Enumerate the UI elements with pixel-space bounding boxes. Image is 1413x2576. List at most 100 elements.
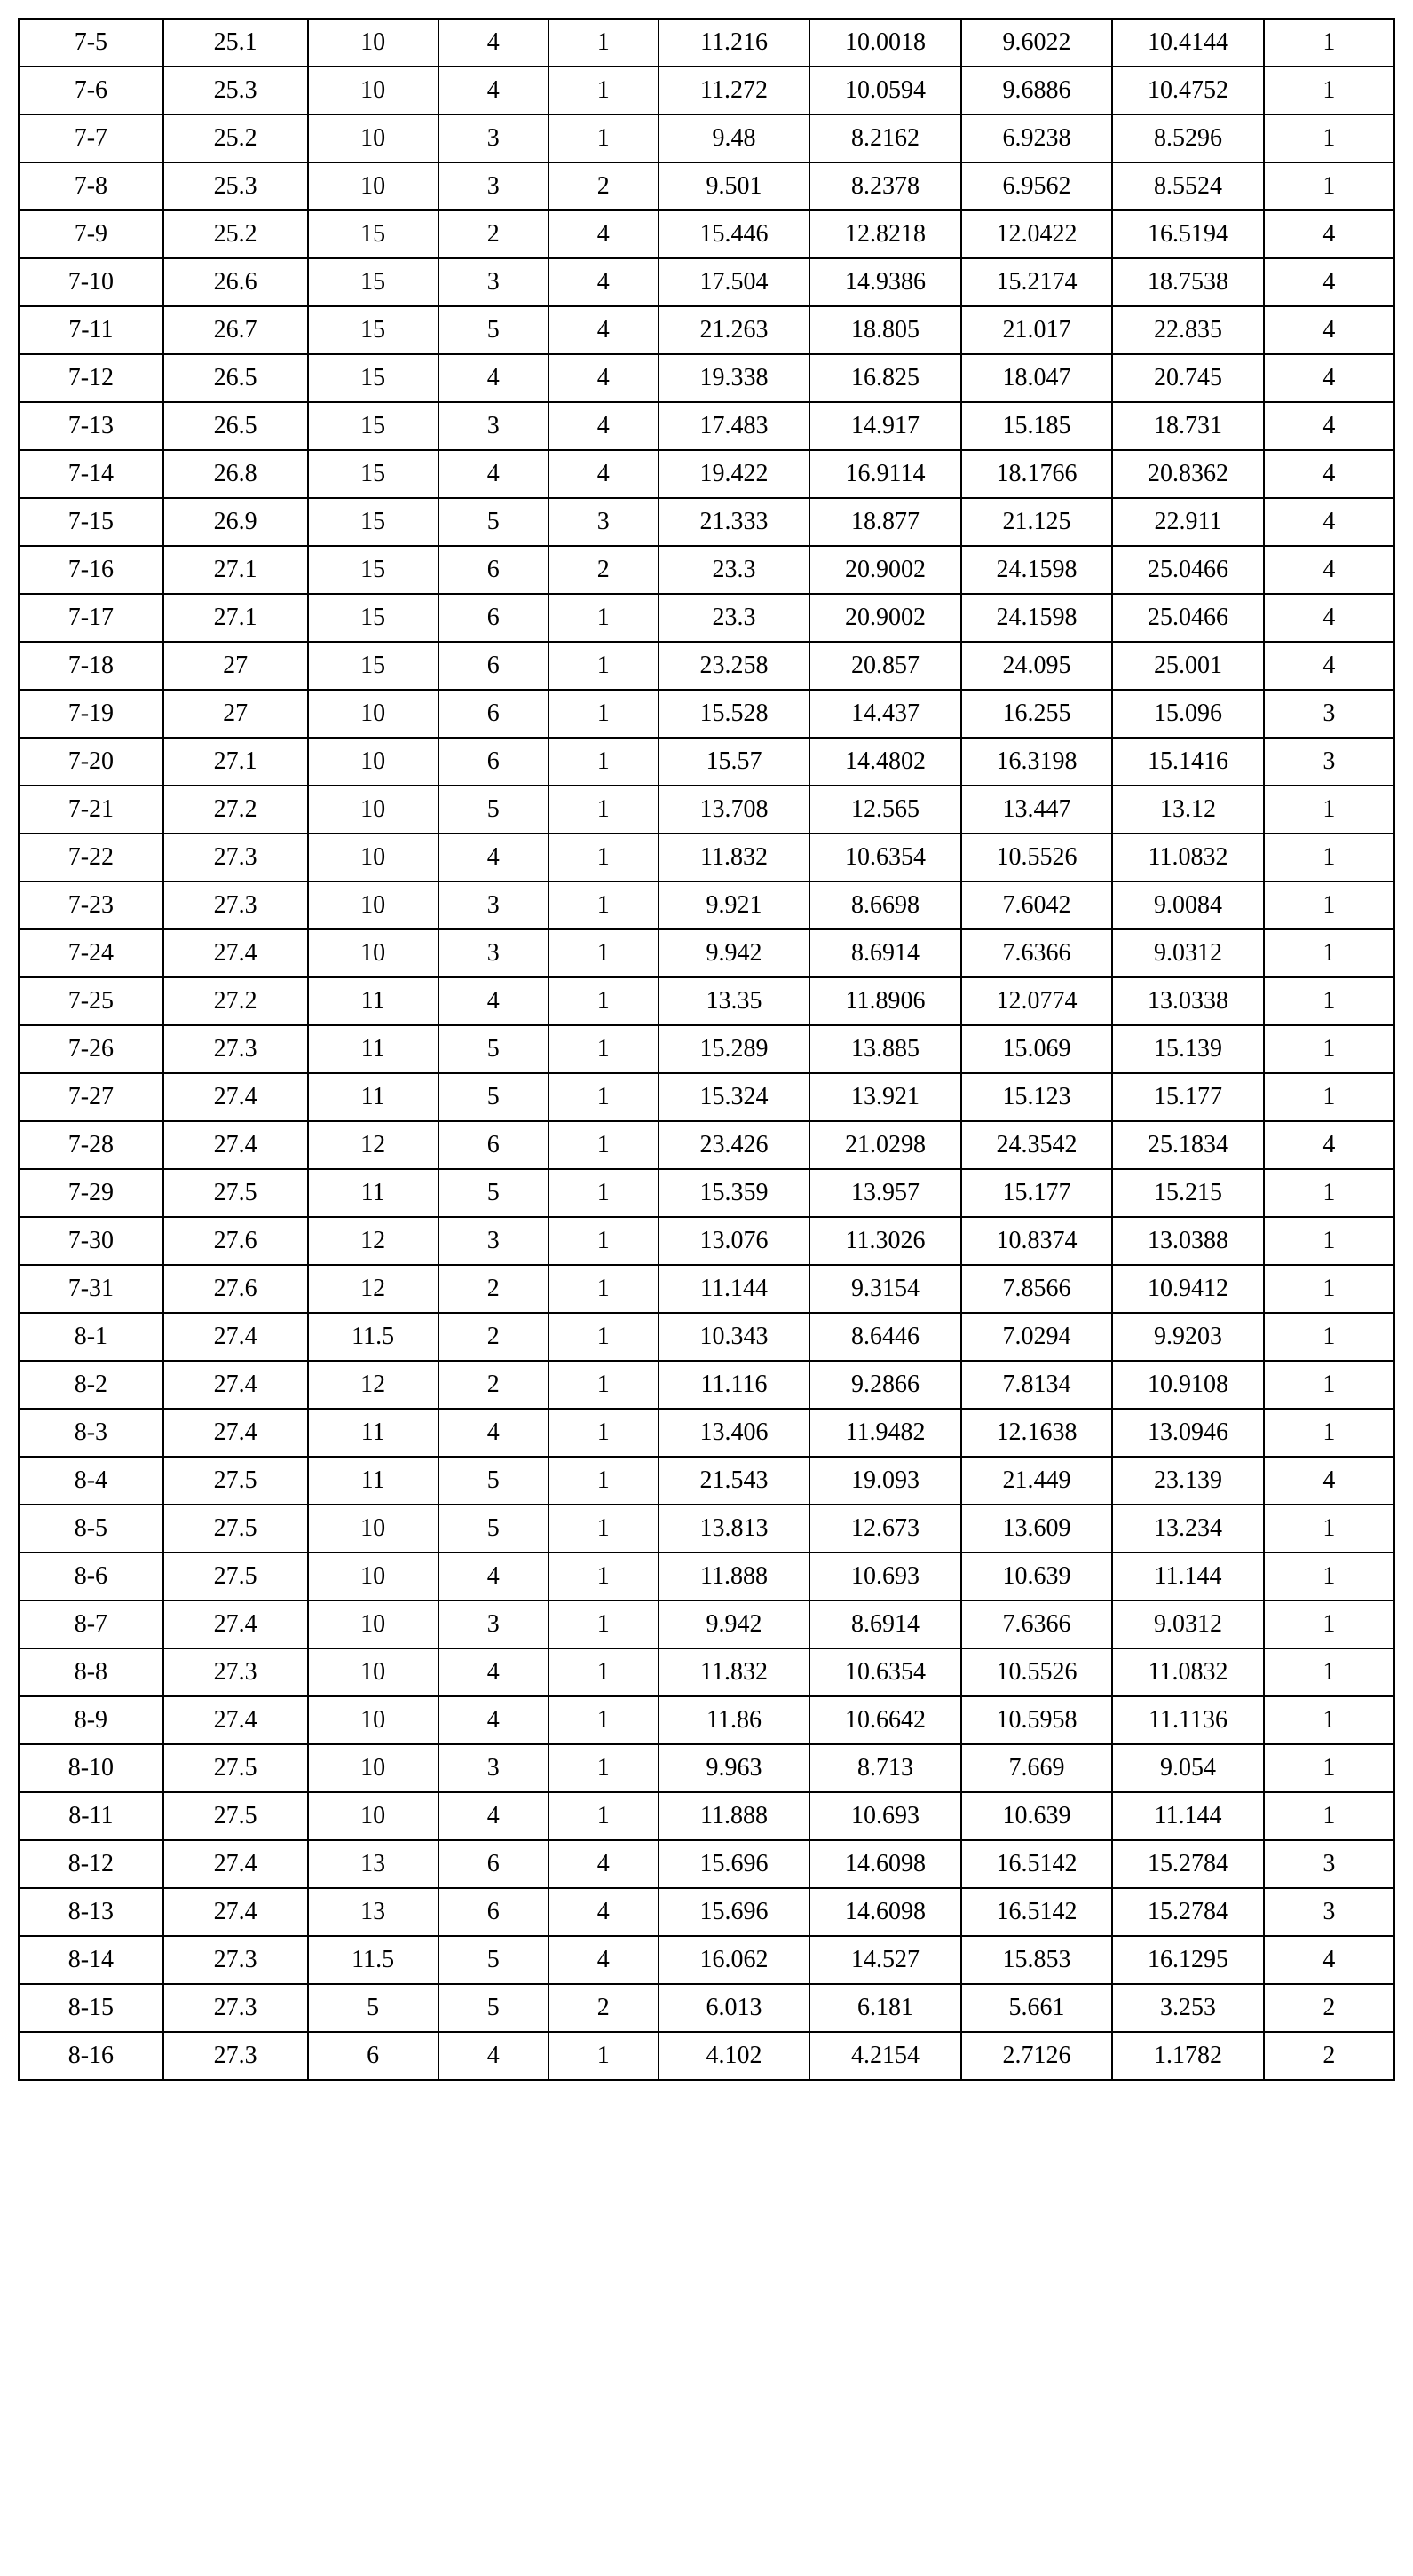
table-cell: 4 [549,1840,659,1888]
table-cell: 1 [549,1457,659,1505]
table-cell: 11.5 [308,1936,438,1984]
table-cell: 13.12 [1112,786,1264,834]
table-cell: 16.255 [961,690,1113,738]
table-cell: 1 [549,786,659,834]
table-cell: 27.4 [163,1888,308,1936]
table-cell: 13.813 [659,1505,810,1553]
table-cell: 18.047 [961,354,1113,402]
table-cell: 8-15 [19,1984,163,2032]
table-cell: 10.6354 [809,1648,961,1696]
table-cell: 1 [549,834,659,881]
table-cell: 23.3 [659,546,810,594]
table-cell: 9.48 [659,115,810,162]
table-cell: 6 [308,2032,438,2080]
table-cell: 1 [1264,929,1394,977]
table-cell: 6.181 [809,1984,961,2032]
table-cell: 10.0018 [809,19,961,67]
table-row: 7-3127.6122111.1449.31547.856610.94121 [19,1265,1394,1313]
table-cell: 27.5 [163,1553,308,1600]
table-cell: 23.3 [659,594,810,642]
table-cell: 10.343 [659,1313,810,1361]
table-cell: 12.673 [809,1505,961,1553]
table-cell: 11.1136 [1112,1696,1264,1744]
table-cell: 23.258 [659,642,810,690]
table-cell: 7-8 [19,162,163,210]
table-cell: 27.3 [163,1984,308,2032]
table-cell: 9.0312 [1112,1600,1264,1648]
table-cell: 3 [438,881,549,929]
table-cell: 5 [438,1505,549,1553]
table-cell: 10 [308,1696,438,1744]
table-cell: 1 [1264,1505,1394,1553]
table-cell: 10 [308,1744,438,1792]
table-cell: 5 [438,1025,549,1073]
table-row: 7-1226.5154419.33816.82518.04720.7454 [19,354,1394,402]
table-cell: 7.0294 [961,1313,1113,1361]
table-cell: 15 [308,594,438,642]
table-cell: 9.9203 [1112,1313,1264,1361]
table-cell: 10 [308,1505,438,1553]
table-cell: 25.3 [163,162,308,210]
table-cell: 5 [438,1073,549,1121]
table-cell: 10 [308,834,438,881]
table-cell: 15 [308,450,438,498]
table-cell: 27.3 [163,1648,308,1696]
table-cell: 9.3154 [809,1265,961,1313]
table-cell: 27.3 [163,1025,308,1073]
table-cell: 1 [549,1121,659,1169]
table-row: 7-2127.2105113.70812.56513.44713.121 [19,786,1394,834]
table-cell: 7-30 [19,1217,163,1265]
table-cell: 15.696 [659,1840,810,1888]
table-cell: 27.1 [163,546,308,594]
table-cell: 7-20 [19,738,163,786]
table-cell: 10 [308,738,438,786]
table-cell: 27.4 [163,1409,308,1457]
table-cell: 4 [1264,1121,1394,1169]
table-cell: 11.116 [659,1361,810,1409]
table-cell: 4.2154 [809,2032,961,2080]
table-cell: 2 [1264,2032,1394,2080]
table-cell: 6 [438,1840,549,1888]
table-cell: 1 [1264,1217,1394,1265]
table-cell: 27.4 [163,929,308,977]
table-cell: 4 [1264,546,1394,594]
table-row: 8-1627.36414.1024.21542.71261.17822 [19,2032,1394,2080]
table-cell: 5 [438,498,549,546]
table-cell: 1 [549,1744,659,1792]
table-cell: 14.9386 [809,258,961,306]
table-cell: 10.0594 [809,67,961,115]
table-row: 8-427.5115121.54319.09321.44923.1394 [19,1457,1394,1505]
table-cell: 15.123 [961,1073,1113,1121]
table-cell: 1 [549,1025,659,1073]
table-row: 7-1827156123.25820.85724.09525.0014 [19,642,1394,690]
table-cell: 7-24 [19,929,163,977]
table-cell: 26.5 [163,402,308,450]
table-cell: 4 [438,2032,549,2080]
table-cell: 7-16 [19,546,163,594]
table-cell: 1 [1264,1553,1394,1600]
table-cell: 21.0298 [809,1121,961,1169]
table-cell: 8.6698 [809,881,961,929]
table-cell: 4 [549,210,659,258]
table-cell: 3 [438,162,549,210]
table-cell: 11 [308,1073,438,1121]
table-cell: 1 [549,1313,659,1361]
table-cell: 18.7538 [1112,258,1264,306]
table-cell: 10 [308,690,438,738]
table-cell: 7-14 [19,450,163,498]
table-cell: 11.832 [659,834,810,881]
table-cell: 11.144 [1112,1553,1264,1600]
table-cell: 13.708 [659,786,810,834]
table-cell: 16.5142 [961,1888,1113,1936]
table-cell: 7-21 [19,786,163,834]
table-cell: 10.639 [961,1553,1113,1600]
table-cell: 5 [438,306,549,354]
table-cell: 7-25 [19,977,163,1025]
table-cell: 17.483 [659,402,810,450]
table-cell: 7.6366 [961,929,1113,977]
table-cell: 3 [438,1744,549,1792]
table-cell: 13.0946 [1112,1409,1264,1457]
table-cell: 1 [1264,1744,1394,1792]
table-cell: 23.426 [659,1121,810,1169]
table-cell: 15.2784 [1112,1888,1264,1936]
